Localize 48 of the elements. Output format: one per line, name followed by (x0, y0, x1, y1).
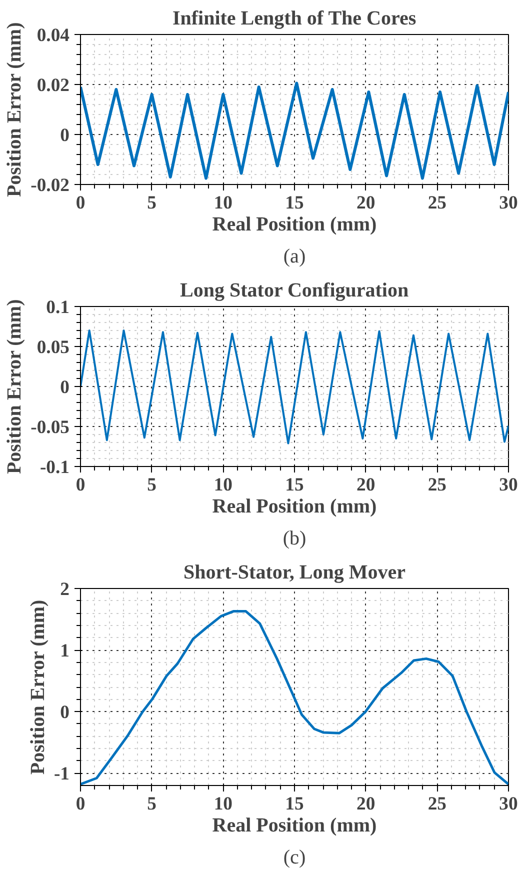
x-tick-label: 0 (76, 192, 86, 214)
x-tick-label: 30 (499, 794, 518, 814)
x-tick-label: 15 (285, 192, 304, 214)
y-tick-label: 0.1 (46, 297, 70, 318)
y-tick-label: 0.05 (36, 337, 70, 358)
x-axis-title: Real Position (mm) (212, 496, 377, 518)
chart-title: Infinite Length of The Cores (172, 8, 416, 30)
x-tick-label: 15 (285, 794, 304, 814)
y-tick-label: -1 (54, 764, 70, 785)
x-tick-label: 10 (214, 192, 232, 214)
x-tick-label: 25 (428, 794, 446, 814)
x-tick-label: 20 (356, 192, 376, 214)
x-tick-label: 0 (76, 474, 86, 496)
y-tick-label: 0.04 (36, 25, 70, 46)
x-tick-label: 10 (214, 794, 232, 814)
text: (c) (283, 846, 306, 868)
line-series (80, 330, 508, 444)
x-tick-label: 20 (356, 474, 376, 496)
text: (a) (283, 246, 306, 268)
x-tick-label: 30 (499, 192, 518, 214)
x-tick-label: 25 (428, 192, 446, 214)
x-tick-label: 30 (499, 474, 518, 496)
y-tick-label: -0.02 (30, 175, 70, 196)
y-axis-title: Position Error (mm) (26, 600, 49, 775)
text: (b) (282, 528, 306, 550)
x-tick-label: 5 (147, 192, 156, 214)
x-tick-label: 20 (356, 794, 376, 814)
x-tick-label: 15 (285, 474, 304, 496)
y-tick-label: 2 (60, 579, 70, 600)
y-tick-label: -0.1 (40, 457, 70, 478)
chart-title: Long Stator Configuration (180, 280, 409, 302)
chart-title: Short-Stator, Long Mover (183, 562, 406, 584)
y-tick-label: 0 (60, 702, 70, 724)
y-tick-label: 0 (60, 125, 70, 146)
line-series (80, 82, 508, 180)
y-tick-label: 0 (60, 377, 70, 398)
x-tick-label: 25 (428, 474, 446, 496)
y-axis-title: Position Error (mm) (4, 22, 26, 198)
x-axis-title: Real Position (mm) (212, 814, 377, 836)
x-tick-label: 5 (147, 474, 156, 496)
x-tick-label: 0 (76, 794, 86, 814)
y-tick-label: -0.05 (30, 417, 70, 438)
x-tick-label: 10 (214, 474, 232, 496)
x-axis-title: Real Position (mm) (212, 214, 377, 236)
y-axis-title: Position Error (mm) (4, 299, 26, 474)
y-tick-label: 0.02 (36, 75, 70, 96)
y-tick-label: 1 (60, 640, 70, 662)
x-tick-label: 5 (147, 794, 156, 814)
